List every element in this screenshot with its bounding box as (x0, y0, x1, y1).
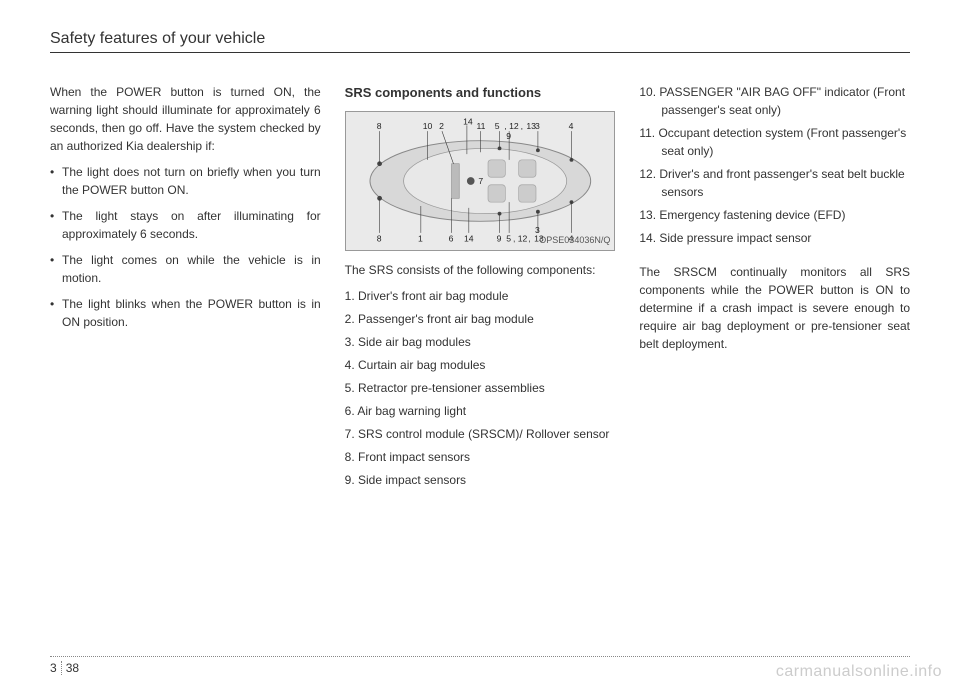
svg-text:,: , (513, 233, 515, 243)
list-item: 11. Occupant detection system (Front pas… (639, 124, 910, 160)
svg-text:11: 11 (476, 121, 485, 131)
list-item: 6. Air bag warning light (345, 402, 616, 420)
list-item: 5. Retractor pre-tensioner assemblies (345, 379, 616, 397)
svg-text:7: 7 (478, 175, 483, 185)
svg-text:5: 5 (494, 121, 499, 131)
svg-text:2: 2 (439, 121, 444, 131)
svg-text:14: 14 (464, 233, 474, 243)
list-item: 7. SRS control module (SRSCM)/ Rollover … (345, 425, 616, 443)
bullet-dot-icon: • (50, 295, 62, 331)
svg-text:1: 1 (418, 233, 423, 243)
svg-text:4: 4 (568, 121, 573, 131)
watermark: carmanualsonline.info (776, 663, 942, 681)
list-item: 12. Driver's and front passenger's seat … (639, 165, 910, 201)
bullet-item: • The light stays on after illuminating … (50, 207, 321, 243)
page-number: 3 38 (50, 661, 79, 675)
svg-text:6: 6 (448, 233, 453, 243)
bullet-dot-icon: • (50, 207, 62, 243)
list-item: 9. Side impact sensors (345, 471, 616, 489)
svg-text:3: 3 (535, 121, 540, 131)
content-columns: When the POWER button is turned ON, the … (50, 83, 910, 494)
bullet-text: The light does not turn on briefly when … (62, 163, 321, 199)
list-item: 3. Side air bag modules (345, 333, 616, 351)
bullet-dot-icon: • (50, 163, 62, 199)
column-1: When the POWER button is turned ON, the … (50, 83, 321, 494)
footer-rule (50, 656, 910, 657)
svg-text:9: 9 (496, 233, 501, 243)
section-number: 3 (50, 661, 62, 675)
list-item: 2. Passenger's front air bag module (345, 310, 616, 328)
col1-intro: When the POWER button is turned ON, the … (50, 83, 321, 155)
figure-code: OPSE034036N/Q (539, 234, 610, 248)
bullet-item: • The light blinks when the POWER button… (50, 295, 321, 331)
svg-text:,: , (528, 233, 530, 243)
svg-text:5: 5 (506, 233, 511, 243)
svg-text:14: 14 (463, 116, 473, 126)
svg-text:12: 12 (509, 121, 519, 131)
car-diagram-svg: 7 (346, 112, 615, 250)
svg-text:,: , (504, 121, 506, 131)
svg-text:10: 10 (422, 121, 432, 131)
col3-closing: The SRSCM continually monitors all SRS c… (639, 263, 910, 353)
srs-heading: SRS components and functions (345, 83, 616, 103)
list-item: 10. PASSENGER "AIR BAG OFF" indicator (F… (639, 83, 910, 119)
srs-diagram: 7 (345, 111, 616, 251)
bullet-item: • The light does not turn on briefly whe… (50, 163, 321, 199)
list-item: 14. Side pressure impact sensor (639, 229, 910, 247)
svg-text:3: 3 (535, 224, 540, 234)
bullet-text: The light comes on while the vehicle is … (62, 251, 321, 287)
col2-intro: The SRS consists of the following compon… (345, 261, 616, 279)
bullet-text: The light blinks when the POWER button i… (62, 295, 321, 331)
column-3: 10. PASSENGER "AIR BAG OFF" indicator (F… (639, 83, 910, 494)
list-item: 4. Curtain air bag modules (345, 356, 616, 374)
list-item: 1. Driver's front air bag module (345, 287, 616, 305)
list-item: 13. Emergency fastening device (EFD) (639, 206, 910, 224)
section-title: Safety features of your vehicle (50, 30, 910, 48)
svg-text:8: 8 (376, 121, 381, 131)
svg-text:8: 8 (376, 233, 381, 243)
list-item: 8. Front impact sensors (345, 448, 616, 466)
bullet-text: The light stays on after illuminating fo… (62, 207, 321, 243)
svg-text:12: 12 (517, 233, 527, 243)
page-header: Safety features of your vehicle (50, 30, 910, 53)
svg-text:,: , (520, 121, 522, 131)
svg-text:9: 9 (506, 130, 511, 140)
bullet-dot-icon: • (50, 251, 62, 287)
page-number-value: 38 (66, 661, 79, 675)
bullet-item: • The light comes on while the vehicle i… (50, 251, 321, 287)
column-2: SRS components and functions 7 (345, 83, 616, 494)
